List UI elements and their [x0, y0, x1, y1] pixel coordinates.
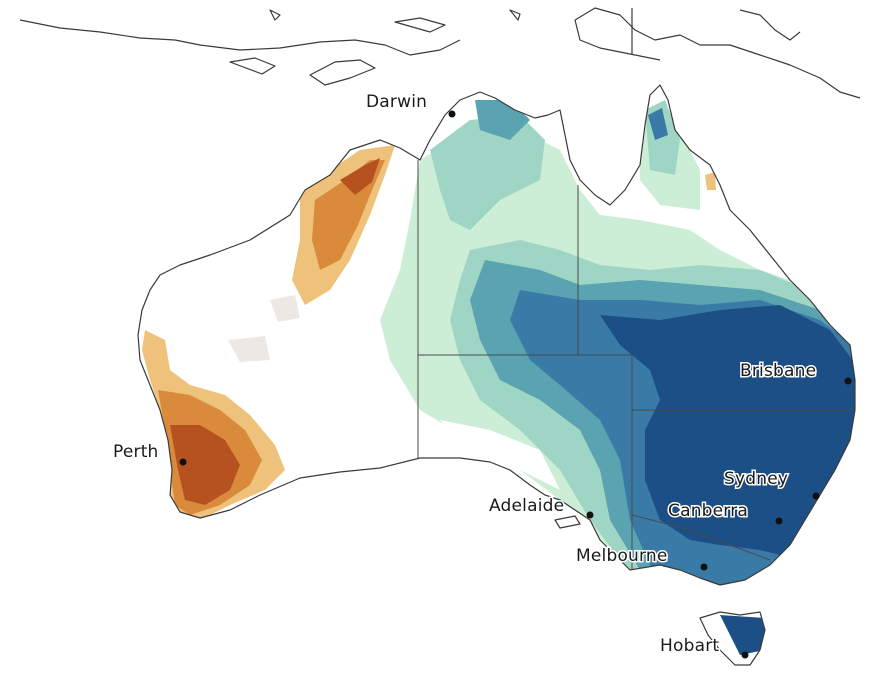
city-marker: [700, 563, 708, 571]
state-borders: [417, 160, 855, 570]
city-label-darwin: Darwin: [366, 92, 427, 112]
city-marker: [586, 511, 594, 519]
city-marker: [179, 458, 187, 466]
city-brisbane: Brisbane: [739, 360, 852, 385]
city-label-sydney: Sydney: [724, 469, 788, 489]
city-label-adelaide: Adelaide: [489, 496, 564, 516]
city-sydney: Sydney: [723, 468, 820, 500]
city-marker: [448, 110, 456, 118]
city-label-brisbane: Brisbane: [740, 361, 816, 381]
kangaroo-island: [554, 515, 581, 529]
city-hobart: Hobart: [659, 635, 749, 659]
city-melbourne: Melbourne: [575, 545, 708, 571]
city-label-hobart: Hobart: [660, 636, 719, 656]
city-marker: [741, 651, 749, 659]
city-marker: [812, 492, 820, 500]
city-label-melbourne: Melbourne: [576, 546, 668, 566]
neighbouring-islands: [19, 7, 861, 99]
city-marker: [775, 517, 783, 525]
city-marker: [844, 377, 852, 385]
australia-coastline: [137, 84, 856, 586]
city-label-perth: Perth: [113, 442, 159, 462]
city-darwin: Darwin: [365, 91, 456, 118]
tasmania-coastline: [699, 611, 766, 666]
city-adelaide: Adelaide: [488, 495, 594, 519]
city-label-canberra: Canberra: [668, 501, 748, 521]
city-perth: Perth: [112, 441, 187, 466]
city-canberra: Canberra: [667, 500, 783, 525]
